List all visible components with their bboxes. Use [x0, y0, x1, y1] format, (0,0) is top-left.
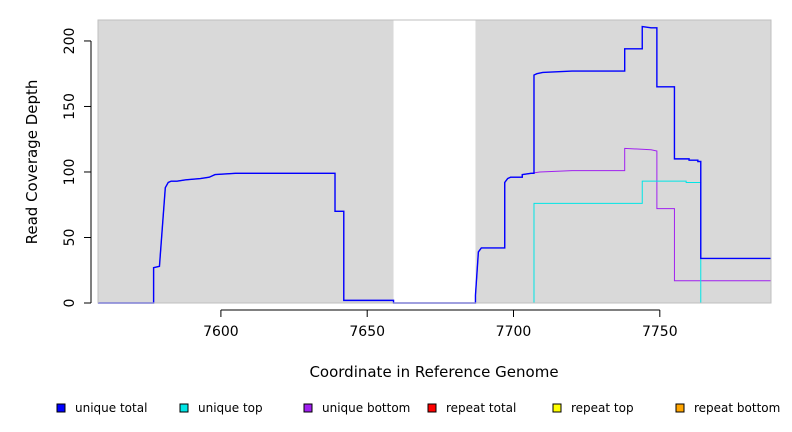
legend-swatch [552, 403, 562, 413]
legend-swatch [303, 403, 313, 413]
x-tick-label: 7650 [349, 324, 385, 340]
legend-item-unique-top: unique top [179, 401, 263, 415]
legend-swatch [675, 403, 685, 413]
legend-item-unique-bottom: unique bottom [303, 401, 410, 415]
y-tick-label: 50 [62, 229, 78, 247]
y-tick-label: 100 [62, 159, 78, 186]
legend-label: unique top [198, 401, 263, 415]
legend: unique total unique top unique bottom repea… [56, 401, 780, 415]
series-line-unique-total [98, 25, 771, 304]
legend-swatch [427, 403, 437, 413]
legend-label: unique bottom [322, 401, 410, 415]
gap-region [393, 20, 476, 303]
x-tick-label: 7600 [203, 324, 239, 340]
legend-item-repeat-total: repeat total [427, 401, 516, 415]
y-tick-label: 200 [62, 28, 78, 55]
y-axis: 0 50 100 150 200 [62, 28, 92, 308]
legend-item-repeat-bottom: repeat bottom [675, 401, 780, 415]
legend-swatch [179, 403, 189, 413]
y-axis-title: Read Coverage Depth [23, 80, 41, 245]
x-axis-title: Coordinate in Reference Genome [309, 363, 558, 381]
series-line-unique-top [98, 180, 771, 304]
legend-item-repeat-top: repeat top [552, 401, 634, 415]
x-axis: 7600 7650 7700 7750 [203, 309, 678, 340]
legend-item-unique-total: unique total [56, 401, 147, 415]
x-tick-label: 7750 [642, 324, 678, 340]
legend-swatch [56, 403, 66, 413]
legend-label: unique total [75, 401, 147, 415]
legend-label: repeat bottom [694, 401, 780, 415]
y-tick-label: 0 [62, 299, 78, 308]
plot-frame [97, 19, 772, 304]
y-tick-label: 150 [62, 93, 78, 120]
legend-label: repeat top [571, 401, 634, 415]
x-tick-label: 7700 [496, 324, 532, 340]
legend-label: repeat total [446, 401, 516, 415]
